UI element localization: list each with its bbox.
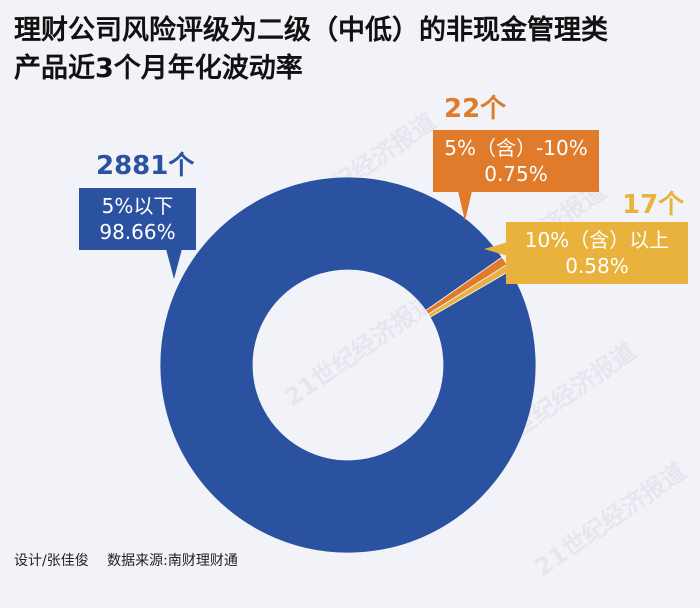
callout-5-10: 5%（含）-10% 0.75% [433,130,599,192]
slice-count-below-5: 2881个 [96,151,195,181]
designer-credit: 设计/张佳俊 [14,553,89,569]
slice-percent: 0.75% [484,162,548,186]
slice-percent: 98.66% [99,220,176,244]
slice-percent: 0.58% [565,254,629,278]
slice-count-5-10: 22个 [444,94,507,124]
slice-label: 10%（含）以上 [524,228,670,252]
donut-slice-0 [159,176,537,554]
slice-label: 5%（含）-10% [444,136,588,160]
chart-title-line1: 理财公司风险评级为二级（中低）的非现金管理类 [14,15,608,46]
chart-title: 理财公司风险评级为二级（中低）的非现金管理类 产品近3个月年化波动率 [14,12,690,88]
callout-below-5: 5%以下 98.66% [79,188,196,250]
callout-tail [484,242,508,256]
data-source: 数据来源:南财理财通 [107,553,238,569]
chart-title-line2: 产品近3个月年化波动率 [14,53,303,84]
callout-tail [458,191,472,221]
footer: 设计/张佳俊 数据来源:南财理财通 [14,550,252,570]
slice-count-10-plus: 17个 [622,190,685,220]
callout-10-plus: 10%（含）以上 0.58% [506,222,688,284]
slice-label: 5%以下 [101,194,174,218]
callout-tail [166,249,182,279]
